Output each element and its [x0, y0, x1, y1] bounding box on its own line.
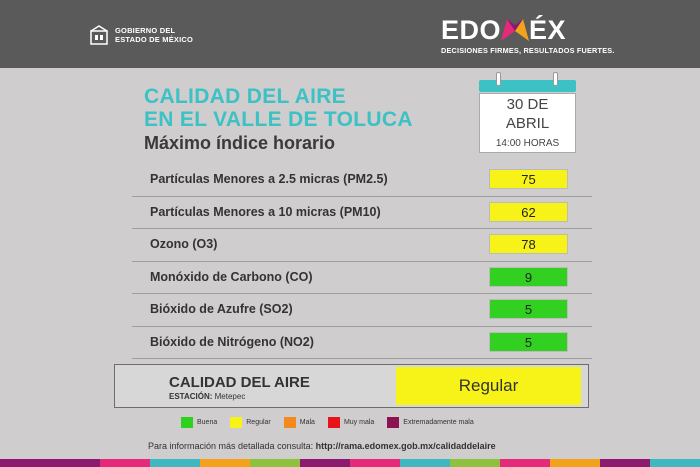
calendar-icon: 30 DE ABRIL 14:00 HORAS	[476, 72, 579, 156]
pollutant-label: Ozono (O3)	[150, 237, 218, 251]
legend-swatch	[181, 417, 193, 428]
calendar-ring	[496, 72, 501, 86]
gov-line2: ESTADO DE MÉXICO	[115, 35, 194, 44]
subtitle: Máximo índice horario	[144, 133, 336, 153]
legend-swatch	[327, 417, 340, 428]
tagline: DECISIONES FIRMES, RESULTADOS FUERTES.	[441, 46, 615, 55]
pollutant-row: Bióxido de Azufre (SO2) 5	[132, 294, 592, 327]
legend-label: Regular	[246, 419, 271, 426]
title-line2: EN EL VALLE DE TOLUCA	[144, 108, 413, 131]
stripe-segment	[250, 459, 300, 467]
legend-label: Buena	[197, 419, 218, 426]
stripe-segment	[350, 459, 400, 467]
brand-m-mark	[501, 15, 530, 45]
station-value: Metepec	[214, 392, 246, 401]
pollutant-label: Partículas Menores a 10 micras (PM10)	[150, 204, 381, 219]
calendar-day: 30 DE	[506, 96, 549, 113]
summary-title: CALIDAD DEL AIRE	[169, 374, 310, 391]
legend-label: Mala	[299, 419, 315, 426]
pollutant-row: Partículas Menores a 2.5 micras (PM2.5) …	[132, 164, 592, 197]
stripe-segment	[500, 459, 550, 467]
pollutant-table: Partículas Menores a 2.5 micras (PM2.5) …	[132, 164, 592, 359]
station-label: ESTACIÓN:	[169, 392, 213, 401]
stripe-segment	[400, 459, 450, 467]
gov-logo: GOBIERNO DEL ESTADO DE MÉXICO	[88, 24, 193, 46]
stripe-segment	[200, 459, 250, 467]
brand-part2: ÉX	[529, 15, 567, 45]
calendar-time: 14:00 HORAS	[495, 138, 560, 149]
color-stripe	[0, 459, 700, 467]
title-block: CALIDAD DEL AIRE EN EL VALLE DE TOLUCA M…	[144, 85, 413, 154]
summary-box: CALIDAD DEL AIRE ESTACIÓN: Metepec Regul…	[114, 364, 589, 408]
legend-label: Extremadamente mala	[403, 419, 474, 426]
pollutant-value: 75	[489, 169, 568, 189]
legend-label: Muy mala	[343, 419, 375, 426]
pollutant-row: Partículas Menores a 10 micras (PM10) 62	[132, 197, 592, 229]
title-line1: CALIDAD DEL AIRE	[144, 85, 346, 108]
stripe-segment	[450, 459, 500, 467]
pollutant-label: Partículas Menores a 2.5 micras (PM2.5)	[150, 172, 388, 186]
pollutant-label: Bióxido de Azufre (SO2)	[150, 302, 293, 316]
legend-item: Muy mala	[327, 417, 375, 428]
calendar-top	[479, 80, 576, 92]
info-line: Para información más detallada consulta:…	[148, 441, 496, 451]
legend-item: Extremadamente mala	[387, 417, 474, 428]
pollutant-row: Ozono (O3) 78	[132, 229, 592, 262]
edomex-logo: EDO ÉX DECISIONES FIRMES, RESULTADOS FUER…	[441, 16, 615, 55]
stripe-segment	[100, 459, 150, 467]
pollutant-value: 78	[489, 234, 568, 254]
stripe-segment	[650, 459, 700, 467]
pollutant-label: Bióxido de Nitrógeno (NO2)	[150, 334, 314, 349]
calendar-month: ABRIL	[505, 115, 550, 132]
pollutant-row: Monóxido de Carbono (CO) 9	[132, 262, 592, 294]
stripe-segment	[50, 459, 100, 467]
info-text: Para información más detallada consulta:	[148, 441, 316, 451]
stripe-segment	[150, 459, 200, 467]
stripe-segment	[300, 459, 350, 467]
pollutant-value: 9	[489, 266, 568, 287]
stripe-segment	[0, 459, 50, 467]
legend: Buena Regular Mala Muy mala Extremadamen…	[181, 417, 487, 428]
legend-swatch	[387, 417, 400, 428]
stripe-segment	[600, 459, 650, 467]
edomex-wordmark: EDO ÉX	[441, 16, 615, 44]
legend-item: Buena	[181, 417, 217, 428]
pollutant-label: Monóxido de Carbono (CO)	[150, 269, 313, 284]
calendar-body: 30 DE ABRIL 14:00 HORAS	[479, 93, 576, 153]
info-link[interactable]: http://rama.edomex.gob.mx/calidaddelaire	[315, 441, 496, 451]
summary-value: Regular	[396, 367, 581, 405]
legend-swatch	[230, 417, 243, 428]
header-bar: GOBIERNO DEL ESTADO DE MÉXICO EDO ÉX DECI…	[0, 0, 700, 68]
station-line: ESTACIÓN: Metepec	[169, 392, 245, 401]
pollutant-value: 5	[489, 331, 568, 352]
state-seal-icon	[88, 24, 110, 46]
calendar-ring	[553, 72, 558, 86]
pollutant-value: 5	[489, 299, 568, 319]
legend-swatch	[283, 417, 296, 428]
pollutant-value: 62	[489, 201, 568, 222]
pollutant-row: Bióxido de Nitrógeno (NO2) 5	[132, 327, 592, 359]
legend-item: Mala	[283, 417, 315, 428]
brand-part1: EDO	[441, 15, 502, 45]
gov-line1: GOBIERNO DEL	[115, 26, 176, 35]
stripe-segment	[550, 459, 600, 467]
legend-item: Regular	[230, 417, 271, 428]
